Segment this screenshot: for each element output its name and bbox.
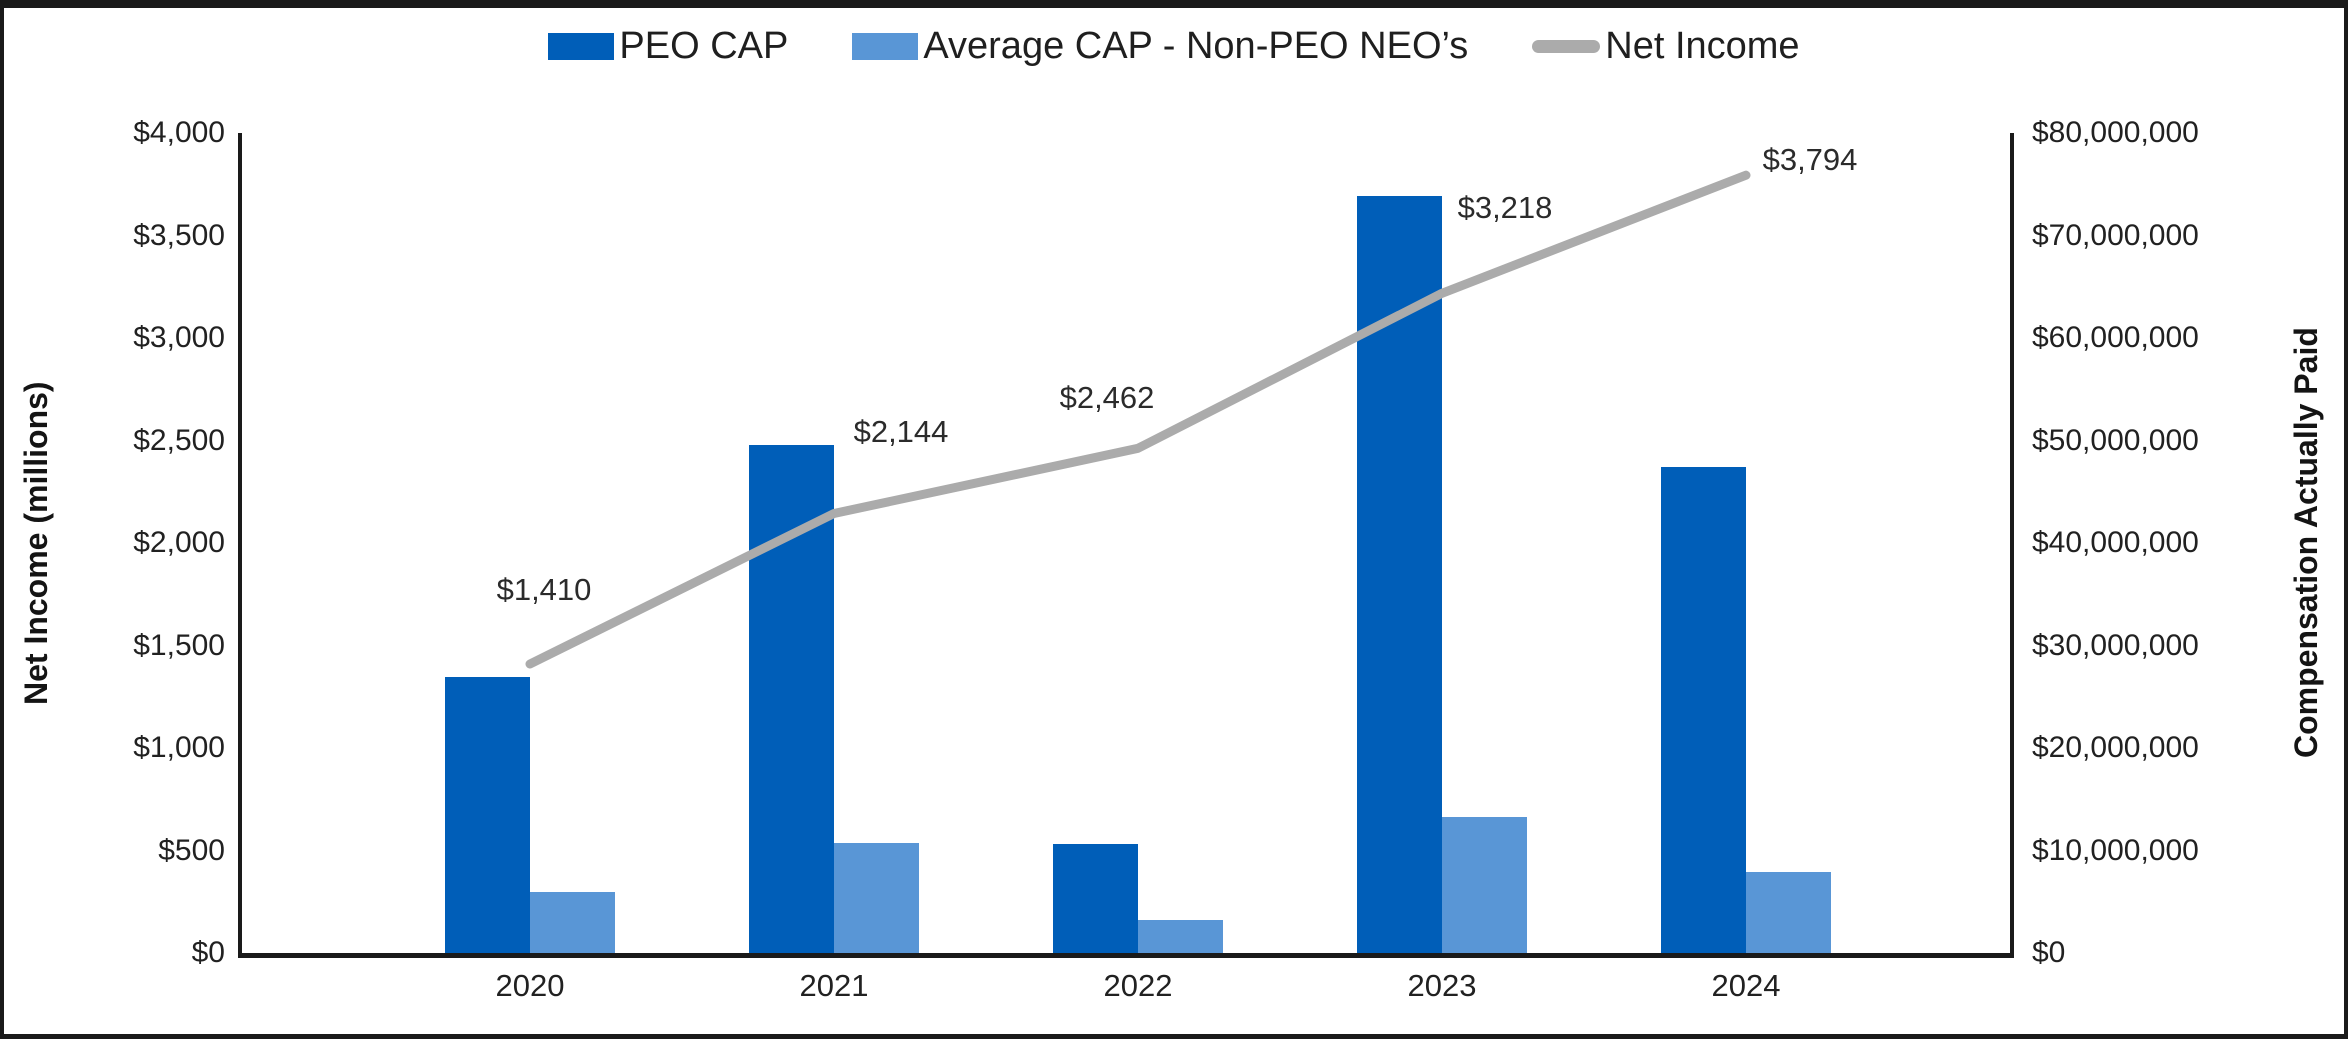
right-axis-tick-label: $20,000,000 bbox=[2032, 731, 2199, 764]
left-axis-tick-label: $3,000 bbox=[133, 321, 225, 354]
legend-label-average-cap: Average CAP - Non-PEO NEO’s bbox=[923, 24, 1469, 67]
net-income-line bbox=[525, 170, 1751, 669]
bar-average-cap-2021 bbox=[834, 843, 919, 953]
x-axis-label-2024: 2024 bbox=[1711, 968, 1781, 1003]
bar-peo-cap-2022 bbox=[1053, 844, 1138, 953]
net-income-label-2021: $2,144 bbox=[853, 414, 949, 450]
x-axis-label-2020: 2020 bbox=[495, 968, 565, 1003]
right-axis-title: Compensation Actually Paid bbox=[2288, 327, 2324, 759]
left-axis-tick-label: $1,500 bbox=[133, 628, 225, 662]
legend-label-peo-cap: PEO CAP bbox=[619, 24, 789, 67]
left-axis-tick-label: $2,000 bbox=[133, 526, 225, 559]
bar-peo-cap-2021 bbox=[749, 444, 834, 953]
left-axis-tick-label: $500 bbox=[158, 833, 225, 867]
left-axis-tick-label: $1,000 bbox=[133, 731, 225, 764]
net-income-label-2022: $2,462 bbox=[1059, 380, 1155, 416]
average-cap-swatch-icon bbox=[852, 32, 919, 60]
right-axis-line bbox=[2010, 133, 2014, 958]
legend-label-net-income: Net Income bbox=[1605, 24, 1800, 67]
x-axis-label-2022: 2022 bbox=[1103, 968, 1173, 1003]
x-axis-label-2023: 2023 bbox=[1407, 968, 1477, 1003]
legend-item-average-cap: Average CAP - Non-PEO NEO’s bbox=[852, 25, 1468, 68]
bar-average-cap-2024 bbox=[1746, 872, 1831, 953]
right-axis-tick-label: $0 bbox=[2032, 936, 2066, 969]
left-axis-line bbox=[238, 133, 242, 958]
right-axis-tick-label: $60,000,000 bbox=[2032, 321, 2199, 354]
legend-item-net-income: Net Income bbox=[1532, 24, 1800, 68]
left-axis-tick-label: $0 bbox=[191, 936, 225, 969]
left-axis-tick-label: $2,500 bbox=[133, 423, 225, 457]
bar-average-cap-2020 bbox=[530, 891, 615, 953]
legend-item-peo-cap: PEO CAP bbox=[548, 25, 788, 68]
bar-peo-cap-2023 bbox=[1357, 195, 1442, 953]
plot-area: $1,410 $2,144 $2,462 $3,218 $3,794 bbox=[242, 133, 2010, 953]
net-income-label-2023: $3,218 bbox=[1457, 190, 1553, 226]
x-axis-label-2021: 2021 bbox=[799, 968, 869, 1003]
net-income-label-2024: $3,794 bbox=[1762, 142, 1858, 178]
bar-average-cap-2023 bbox=[1442, 816, 1527, 953]
left-axis-tick-label: $3,500 bbox=[133, 218, 225, 252]
peo-cap-swatch-icon bbox=[548, 32, 615, 60]
left-axis-title: Net Income (millions) bbox=[18, 381, 54, 705]
right-axis-tick-label: $30,000,000 bbox=[2032, 628, 2199, 662]
net-income-label-2020: $1,410 bbox=[496, 571, 592, 607]
x-axis-line bbox=[238, 953, 2014, 958]
net-income-line-swatch-icon bbox=[1532, 39, 1601, 53]
bar-peo-cap-2024 bbox=[1661, 467, 1746, 953]
left-axis-tick-label: $4,000 bbox=[133, 116, 225, 149]
right-axis-tick-label: $70,000,000 bbox=[2032, 218, 2199, 252]
right-axis-tick-label: $10,000,000 bbox=[2032, 833, 2199, 867]
bar-peo-cap-2020 bbox=[445, 677, 530, 953]
right-axis-tick-label: $50,000,000 bbox=[2032, 423, 2199, 457]
bar-average-cap-2022 bbox=[1138, 920, 1223, 953]
right-axis-tick-label: $80,000,000 bbox=[2032, 116, 2199, 149]
legend: PEO CAP Average CAP - Non-PEO NEO’s Net … bbox=[0, 16, 2348, 76]
right-axis-tick-label: $40,000,000 bbox=[2032, 526, 2199, 559]
